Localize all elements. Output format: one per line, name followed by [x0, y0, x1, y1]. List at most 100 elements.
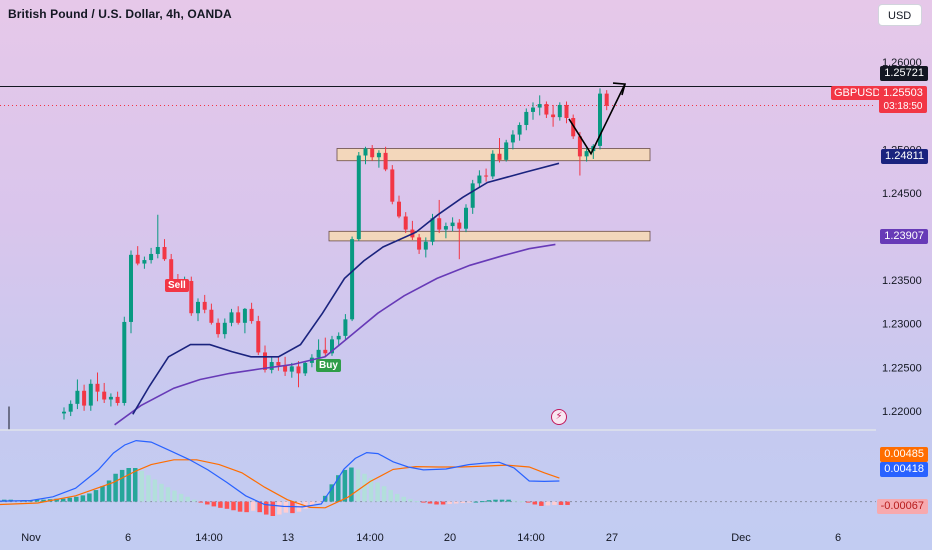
macd-histogram-bar: [277, 501, 282, 515]
macd-histogram-bar: [185, 496, 190, 502]
candle-body: [316, 349, 321, 358]
candle-body: [303, 362, 308, 374]
candle-body: [122, 321, 127, 403]
macd-histogram-bar: [440, 501, 446, 505]
candle-body: [363, 148, 368, 156]
macd-histogram-bar: [218, 501, 223, 508]
candle-body: [289, 366, 294, 372]
macd-histogram-bar: [552, 501, 557, 505]
macd-histogram-bar: [250, 501, 256, 511]
x-tick-label: Dec: [731, 532, 751, 544]
candle-body: [598, 93, 602, 146]
macd-histogram-bar: [342, 469, 348, 502]
y-tick-label: 1.22000: [882, 406, 922, 418]
lightning-icon[interactable]: ⚡: [551, 409, 567, 425]
candle-body: [108, 396, 113, 400]
candle-body: [88, 383, 93, 406]
macd-histogram-bar: [41, 499, 46, 502]
macd-histogram-bar: [106, 480, 112, 502]
x-tick-label: 20: [444, 532, 456, 544]
candle-body: [263, 352, 267, 370]
last-price-tag: 1.25503: [879, 86, 927, 100]
macd-histogram-bar: [545, 501, 551, 506]
candle-body: [115, 396, 120, 403]
candle-body: [397, 201, 401, 217]
macd-histogram-bar: [467, 501, 472, 503]
candle-body: [216, 322, 221, 335]
projection-arrow: [568, 83, 626, 156]
candle-body: [350, 239, 355, 320]
macd-histogram-bar: [558, 501, 564, 505]
buy-signal-label: Buy: [316, 359, 341, 372]
macd-histogram-bar: [34, 499, 40, 502]
macd-histogram-bar: [453, 501, 459, 504]
candle-body: [484, 175, 489, 177]
macd-histogram-bar: [539, 501, 544, 506]
macd-histogram-bar: [244, 501, 249, 513]
macd-histogram-bar: [152, 479, 158, 502]
macd-histogram-bar: [237, 501, 243, 512]
candle-body: [604, 93, 609, 106]
y-tick-label: 1.22500: [882, 362, 922, 374]
candle-body: [162, 246, 167, 260]
ema-fast-line: [132, 162, 560, 415]
ema-fast-tag: 1.24811: [881, 149, 928, 164]
macd-histogram-bar: [80, 495, 86, 502]
macd-histogram-bar: [87, 493, 92, 502]
candle-body: [222, 322, 227, 335]
currency-button[interactable]: USD: [878, 4, 922, 26]
candle-body: [370, 148, 375, 158]
macd-histogram-bar: [100, 486, 105, 502]
candle-body: [343, 319, 348, 336]
candle-body: [196, 301, 200, 314]
candle-body: [336, 335, 341, 340]
macd-line: [0, 439, 560, 508]
candle-body: [510, 134, 515, 143]
candle-body: [323, 349, 328, 354]
countdown-tag: 03:18:50: [879, 100, 927, 113]
y-tick-label: 1.23500: [882, 275, 922, 287]
candle-body: [269, 362, 274, 370]
candle-body: [577, 136, 582, 157]
candle-body: [68, 403, 73, 412]
candle-body: [477, 175, 482, 184]
candle-body: [504, 142, 509, 160]
macd-signal-line: [0, 459, 560, 509]
sr-zone[interactable]: [328, 230, 651, 242]
candle-body: [283, 365, 288, 372]
symbol-tag: GBPUSD: [831, 86, 884, 100]
macd-histogram-bar: [421, 501, 426, 503]
macd-histogram-bar: [290, 501, 295, 514]
macd-histogram-bar: [172, 490, 177, 502]
macd-histogram-bar: [499, 499, 505, 502]
macd-histogram-bar: [427, 501, 433, 504]
macd-histogram-bar: [381, 486, 387, 502]
macd-histogram-bar: [198, 501, 203, 503]
candle-body: [450, 222, 455, 227]
candle-body: [296, 366, 301, 374]
macd-histogram-bar: [512, 500, 518, 502]
macd-histogram-bar: [60, 498, 66, 502]
macd-histogram-bar: [355, 469, 361, 502]
candle-body: [155, 246, 160, 254]
macd-histogram-bar: [119, 469, 125, 502]
ema-slow-tag: 1.23907: [880, 229, 928, 244]
macd-histogram-bar: [349, 467, 354, 502]
ema-slow-line: [114, 243, 556, 426]
histogram-tag: -0.00067: [876, 499, 928, 514]
candle-body: [276, 362, 281, 366]
macd-histogram-bar: [460, 501, 465, 504]
candle-body: [417, 237, 422, 250]
macd-histogram-bar: [270, 501, 276, 516]
candle-body: [202, 301, 207, 310]
macd-signal-tag: 0.00485: [880, 447, 928, 462]
crosshair-price-tag: 1.25721: [880, 66, 928, 81]
macd-histogram-bar: [329, 484, 334, 502]
macd-histogram-bar: [231, 501, 236, 511]
candle-body: [189, 280, 194, 314]
x-tick-label: Nov: [21, 532, 41, 544]
candle-body: [142, 260, 147, 264]
macd-line-tag: 0.00418: [880, 462, 928, 477]
candle-body: [584, 151, 589, 157]
